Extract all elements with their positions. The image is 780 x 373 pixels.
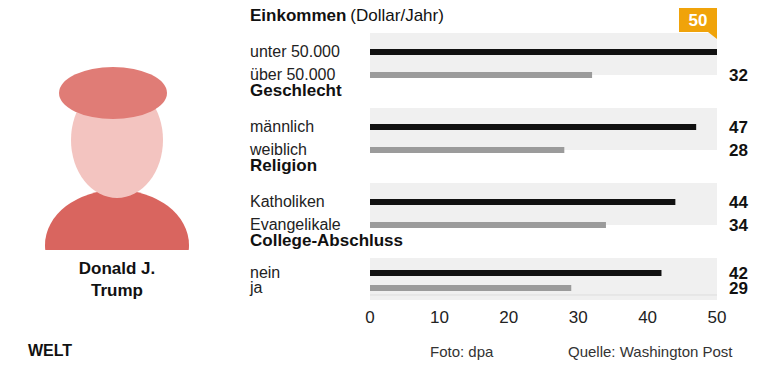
- svg-text:nein: nein: [250, 263, 281, 281]
- svg-text:34: 34: [729, 216, 748, 235]
- svg-text:Evangelikale: Evangelikale: [250, 216, 341, 233]
- svg-text:32: 32: [729, 66, 748, 85]
- html-text:WELT: WELT: [28, 342, 73, 359]
- svg-text:ja: ja: [249, 279, 263, 296]
- svg-text:28: 28: [729, 141, 748, 160]
- html-text:Donald J. Trump: Donald J. Trump: [78, 259, 156, 300]
- svg-text:10: 10: [430, 308, 449, 327]
- html-text:College-Abschluss: College-Abschluss: [250, 231, 403, 250]
- svg-text:30: 30: [569, 308, 588, 327]
- svg-text:unter 50.000: unter 50.000: [250, 43, 340, 60]
- svg-text:29: 29: [729, 279, 748, 298]
- svg-text:0: 0: [365, 308, 374, 327]
- svg-text:47: 47: [729, 118, 748, 137]
- svg-text:über 50.000: über 50.000: [250, 66, 336, 83]
- html-text:Foto: dpa: Foto: dpa: [430, 343, 494, 360]
- svg-text:50: 50: [689, 11, 708, 30]
- svg-text:Katholiken: Katholiken: [250, 193, 325, 210]
- html-text:Religion: Religion: [250, 156, 318, 175]
- html-text:Einkommen (Dollar/Jahr): Einkommen (Dollar/Jahr): [250, 6, 444, 25]
- svg-text:44: 44: [729, 193, 748, 212]
- html-text:Geschlecht: Geschlecht: [250, 81, 342, 100]
- svg-text:40: 40: [638, 308, 657, 327]
- svg-text:weiblich: weiblich: [249, 141, 307, 158]
- svg-text:42: 42: [729, 263, 748, 283]
- svg-text:20: 20: [499, 308, 518, 327]
- html-text:Quelle: Washington Post: Quelle: Washington Post: [568, 343, 733, 360]
- svg-text:männlich: männlich: [250, 118, 314, 135]
- svg-text:50: 50: [708, 308, 727, 327]
